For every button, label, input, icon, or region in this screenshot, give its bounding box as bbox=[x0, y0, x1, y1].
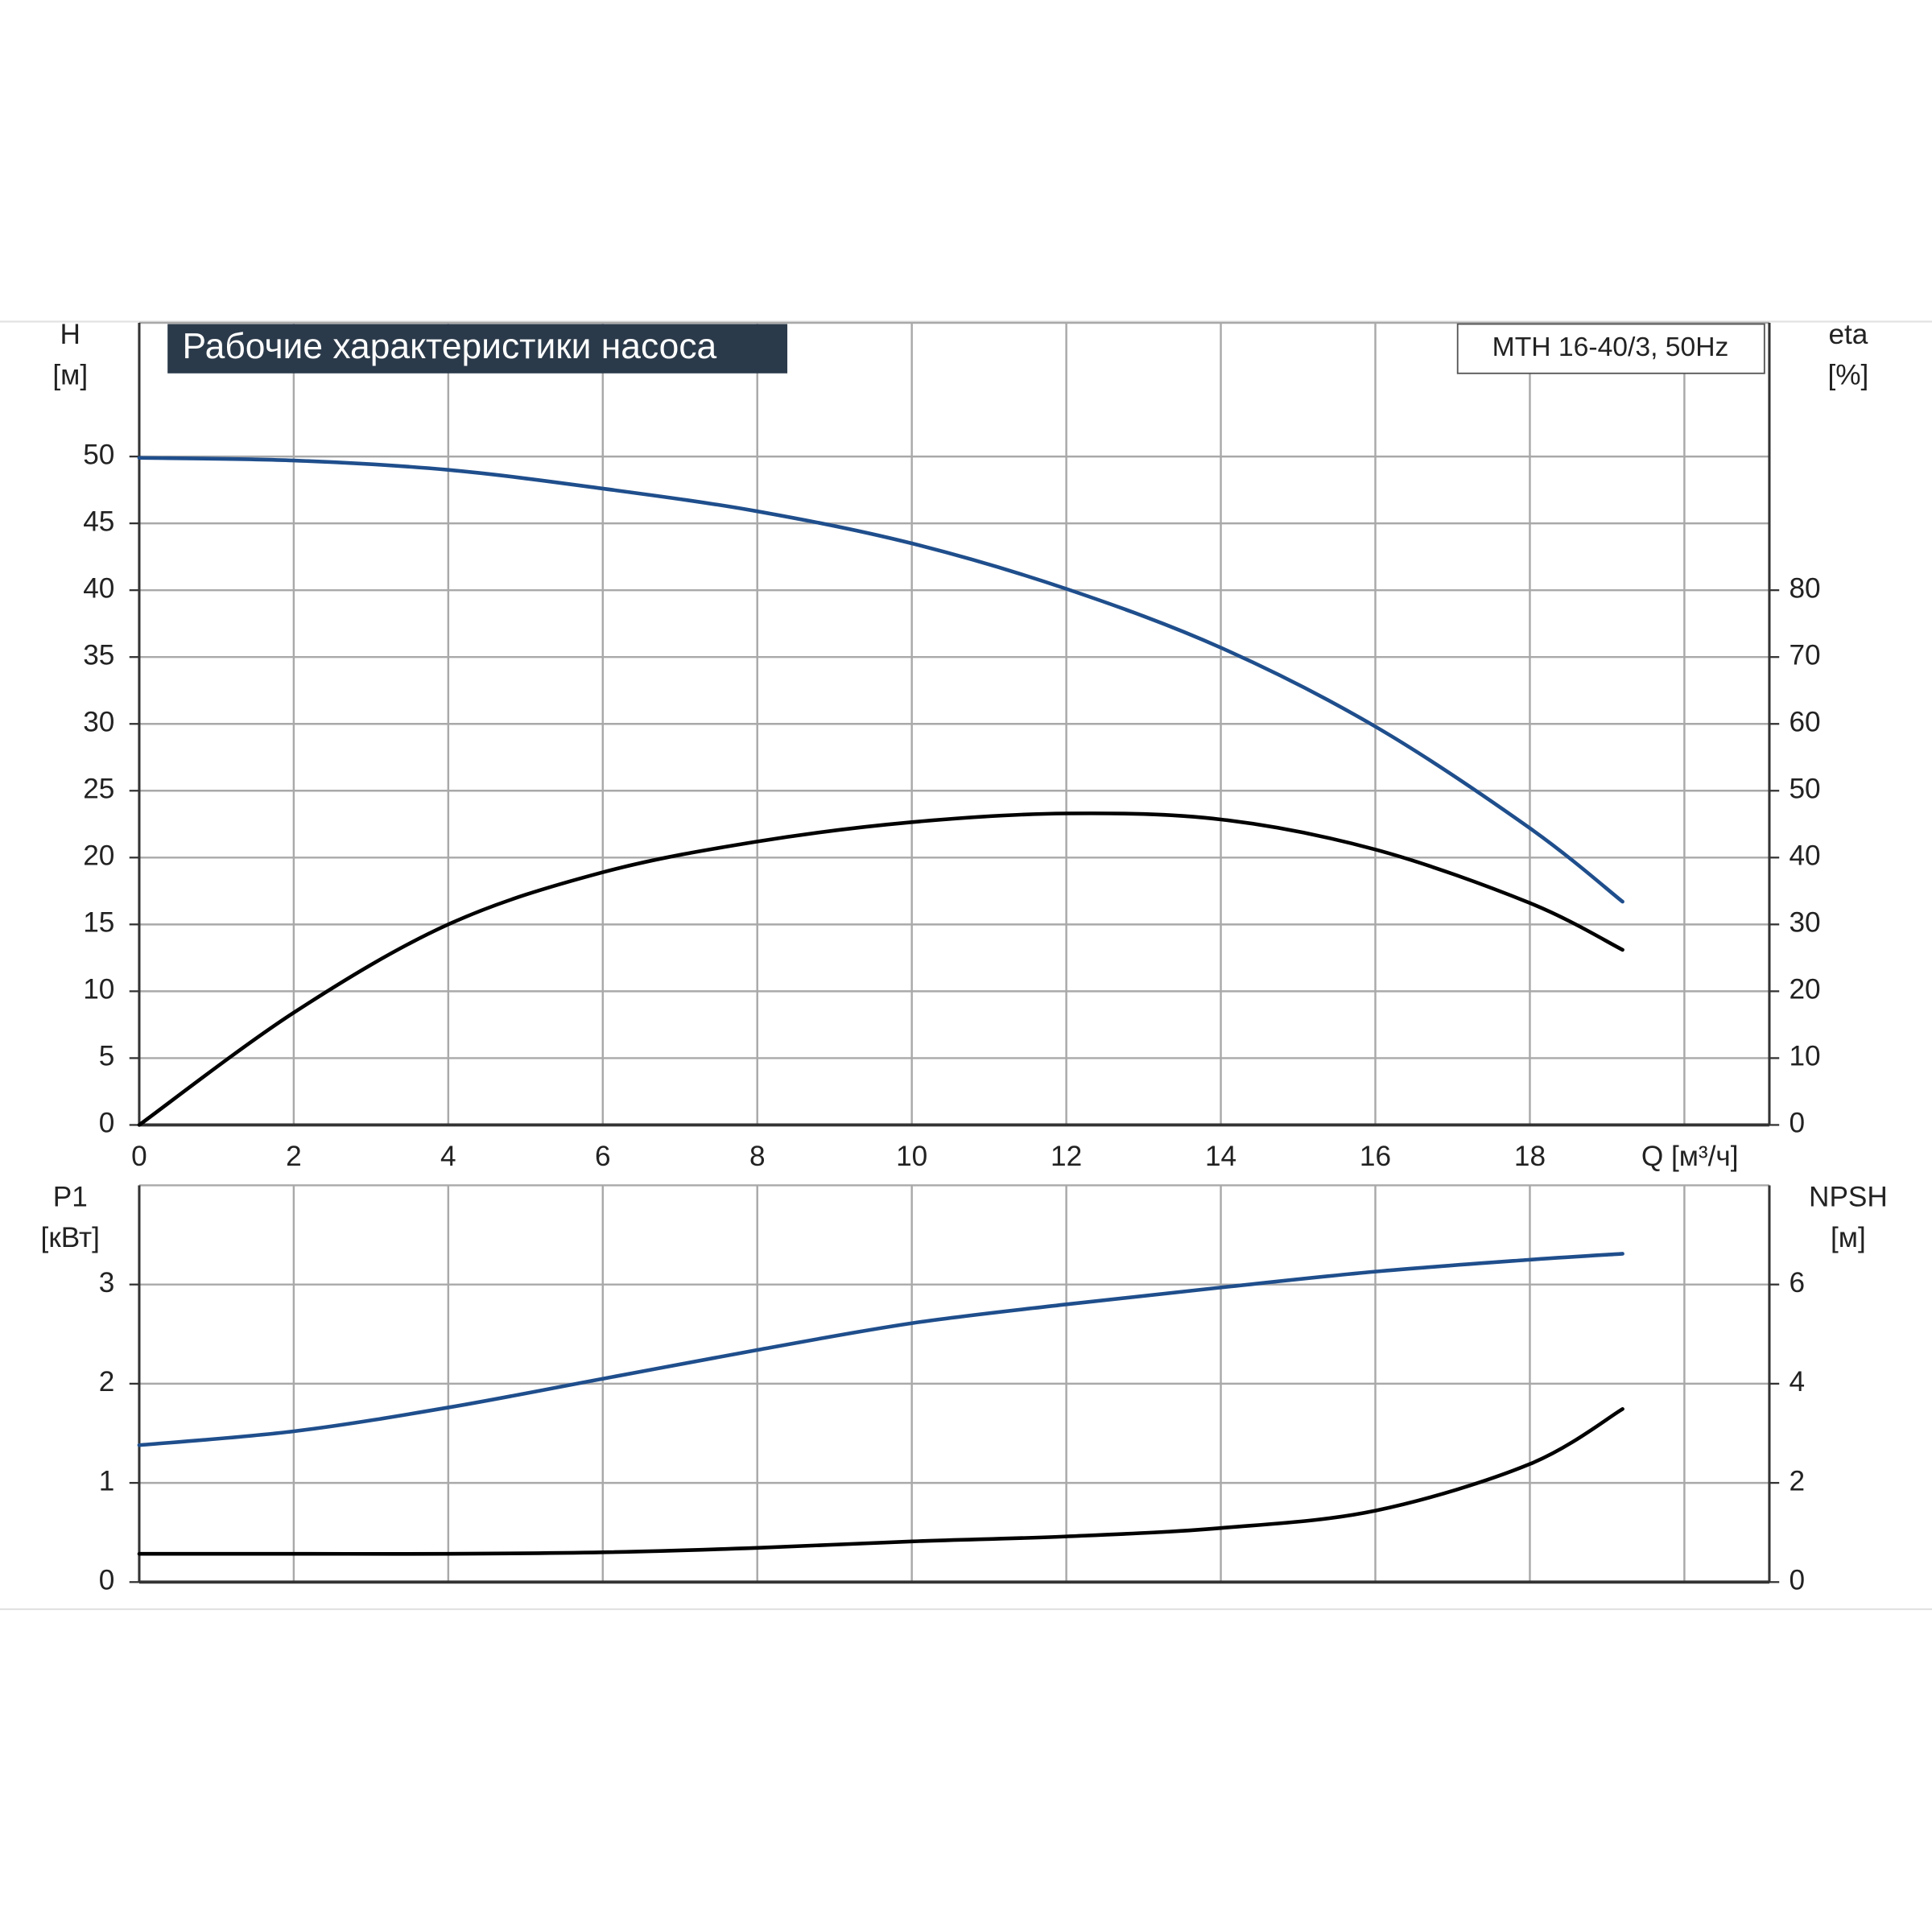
x-tick-label: 4 bbox=[440, 1141, 456, 1172]
y2-tick-label: 0 bbox=[1789, 1108, 1805, 1139]
y2-tick-label: 80 bbox=[1789, 572, 1820, 604]
y-tick-label: 5 bbox=[99, 1041, 115, 1072]
y2-tick-label: 10 bbox=[1789, 1041, 1820, 1072]
title-box bbox=[167, 324, 788, 374]
curve bbox=[137, 811, 1624, 1127]
y2-axis-label: NPSH bbox=[1809, 1182, 1888, 1213]
y2-tick-label: 0 bbox=[1789, 1565, 1805, 1596]
x-tick-label: Q [м³/ч] bbox=[1641, 1141, 1739, 1172]
y-tick-label: 3 bbox=[99, 1267, 115, 1298]
x-tick-label: 8 bbox=[749, 1141, 766, 1172]
y-axis-label: [кВт] bbox=[41, 1222, 100, 1253]
x-tick-label: 6 bbox=[595, 1141, 611, 1172]
y2-tick-label: 50 bbox=[1789, 774, 1820, 805]
y-tick-label: 25 bbox=[83, 774, 114, 805]
y2-tick-label: 4 bbox=[1789, 1366, 1805, 1397]
model-label: MTH 16-40/3, 50Hz bbox=[1492, 332, 1729, 362]
y2-axis-label: [%] bbox=[1827, 360, 1868, 391]
y-tick-label: 2 bbox=[99, 1366, 115, 1397]
curve bbox=[137, 1407, 1624, 1556]
y-tick-label: 40 bbox=[83, 572, 114, 604]
curve bbox=[137, 1252, 1624, 1447]
chart-title: Рабочие характеристики насоса bbox=[183, 327, 717, 366]
curve bbox=[137, 456, 1624, 904]
y2-tick-label: 2 bbox=[1789, 1465, 1805, 1496]
x-tick-label: 10 bbox=[896, 1141, 927, 1172]
y-tick-label: 20 bbox=[83, 840, 114, 872]
y2-tick-label: 70 bbox=[1789, 639, 1820, 671]
y2-tick-label: 40 bbox=[1789, 840, 1820, 872]
y2-axis-label: eta bbox=[1828, 319, 1868, 350]
y-tick-label: 45 bbox=[83, 506, 114, 537]
y2-tick-label: 6 bbox=[1789, 1267, 1805, 1298]
x-tick-label: 12 bbox=[1051, 1141, 1082, 1172]
y-axis-label: H bbox=[60, 319, 80, 350]
y-tick-label: 50 bbox=[83, 439, 114, 470]
x-tick-label: 0 bbox=[131, 1141, 147, 1172]
x-tick-label: 16 bbox=[1360, 1141, 1391, 1172]
model-box bbox=[1456, 323, 1765, 374]
y-tick-label: 0 bbox=[99, 1565, 115, 1596]
y-tick-label: 1 bbox=[99, 1465, 115, 1496]
y-tick-label: 0 bbox=[99, 1108, 115, 1139]
x-tick-label: 14 bbox=[1205, 1141, 1236, 1172]
y-axis-label: P1 bbox=[53, 1182, 88, 1213]
y2-axis-label: [м] bbox=[1831, 1222, 1866, 1253]
x-tick-label: 18 bbox=[1514, 1141, 1546, 1172]
y-tick-label: 30 bbox=[83, 707, 114, 738]
y-tick-label: 15 bbox=[83, 907, 114, 939]
y2-tick-label: 30 bbox=[1789, 907, 1820, 939]
y-tick-label: 35 bbox=[83, 639, 114, 671]
y2-tick-label: 60 bbox=[1789, 707, 1820, 738]
y-axis-label: [м] bbox=[52, 360, 88, 391]
y-tick-label: 10 bbox=[83, 974, 114, 1005]
y2-tick-label: 20 bbox=[1789, 974, 1820, 1005]
x-tick-label: 2 bbox=[286, 1141, 302, 1172]
